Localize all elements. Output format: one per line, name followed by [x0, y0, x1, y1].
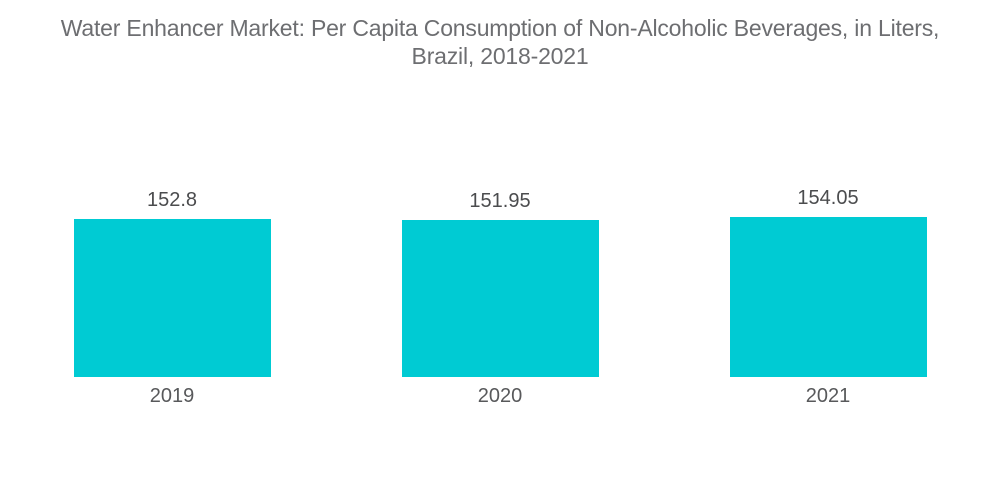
bar-value-label: 152.8	[146, 188, 198, 211]
bar-2021	[729, 217, 927, 377]
x-axis-label-2021: 2021	[805, 385, 851, 407]
bar-group-2019: 152.8 2019	[73, 188, 271, 407]
x-axis-label-2020: 2020	[477, 385, 523, 407]
bar-2020	[401, 219, 599, 377]
x-axis-label-2019: 2019	[149, 385, 195, 407]
bar-group-2020: 151.95 2020	[401, 189, 599, 407]
bar-value-label: 154.05	[797, 187, 859, 210]
bar-value-label: 151.95	[469, 189, 531, 212]
bar-plot-area: 152.8 2019 151.95 2020 154.05 2021	[73, 187, 927, 407]
chart-title: Water Enhancer Market: Per Capita Consum…	[0, 14, 1000, 70]
chart-title-line1: Water Enhancer Market: Per Capita Consum…	[60, 15, 940, 41]
chart-title-line2: Brazil, 2018-2021	[411, 43, 589, 69]
bar-2019	[73, 218, 271, 377]
bar-group-2021: 154.05 2021	[729, 187, 927, 407]
